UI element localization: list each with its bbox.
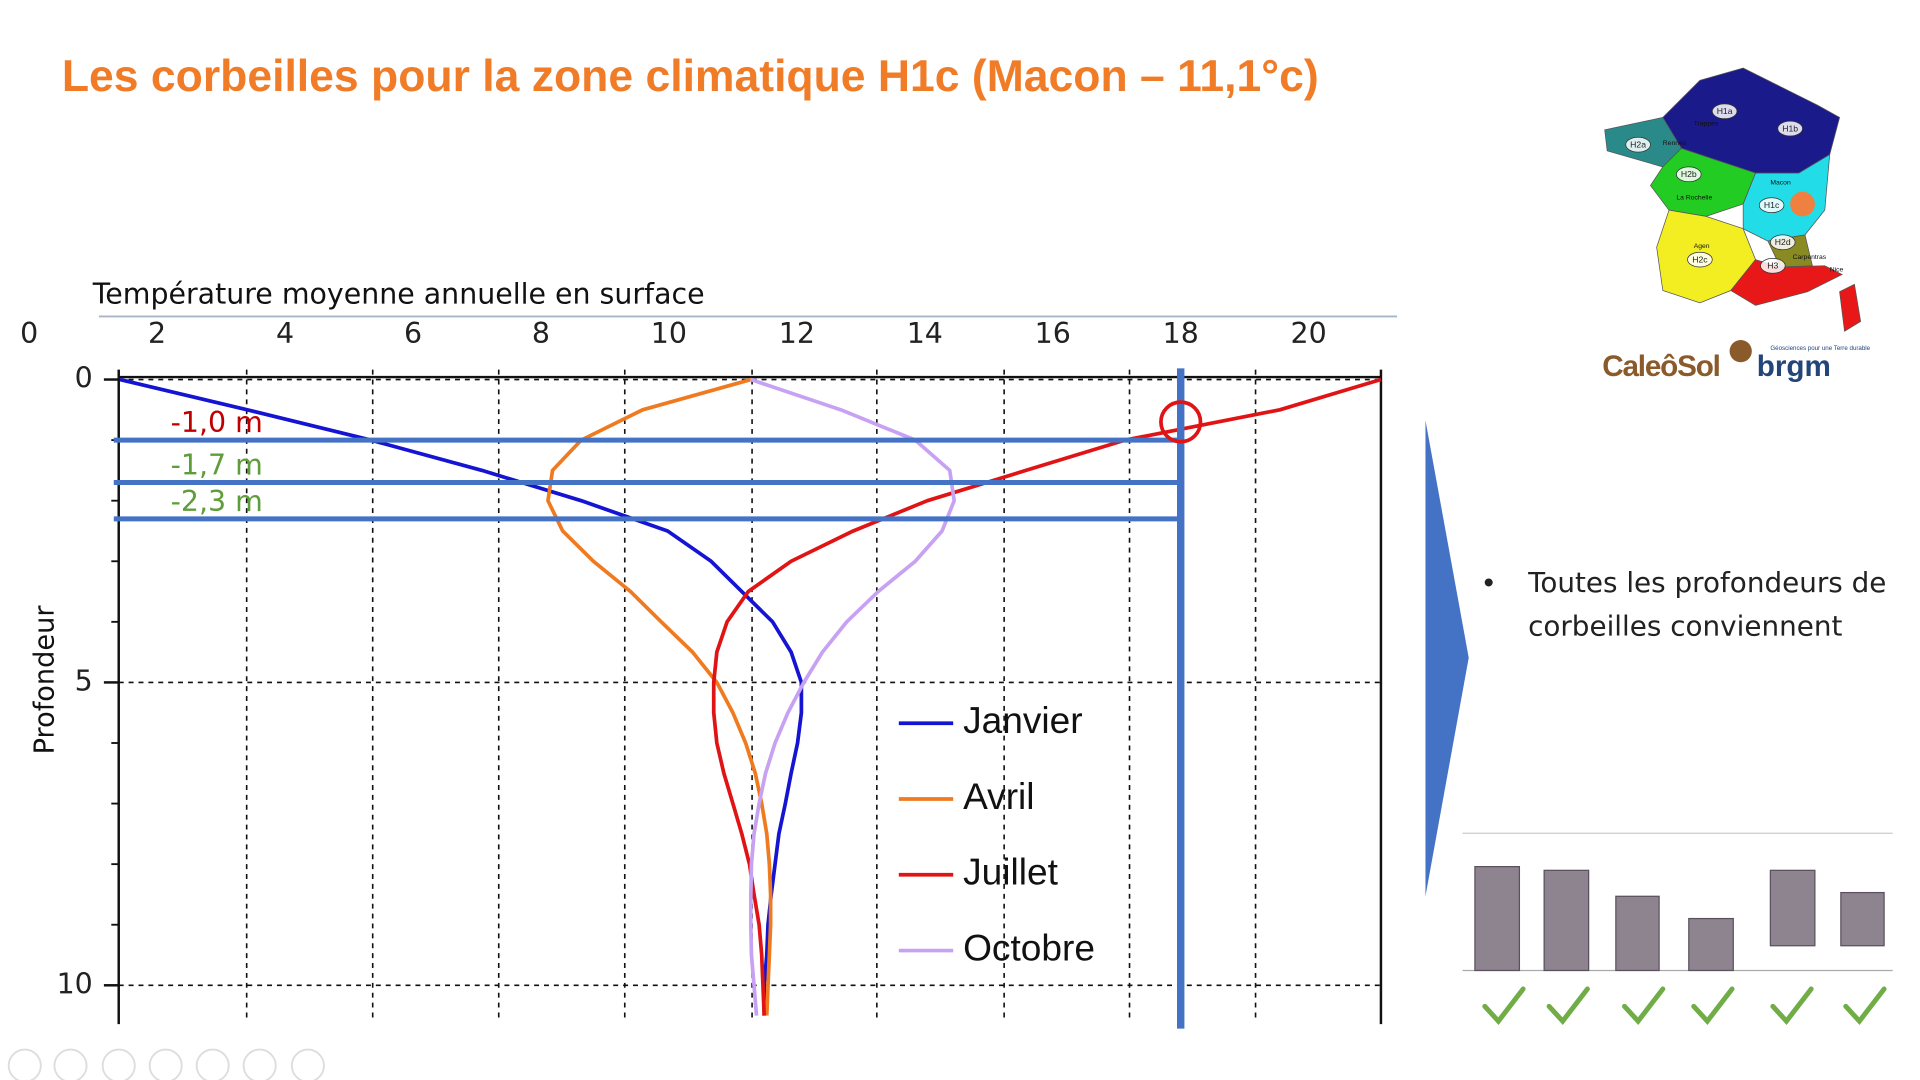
- icon-bar: [1688, 917, 1734, 972]
- zone-badge: [1770, 234, 1796, 251]
- logo-mark: [1729, 339, 1752, 363]
- x-tick-label: 0: [20, 317, 38, 350]
- icon-bar: [1840, 891, 1885, 947]
- zone-badge: [1758, 197, 1785, 214]
- x-tick-label: 20: [1291, 317, 1327, 350]
- toolbar-button[interactable]: [242, 1048, 277, 1080]
- checkmark: [1622, 986, 1666, 1025]
- x-tick-label: 18: [1163, 317, 1199, 350]
- series-line: [546, 377, 773, 1016]
- zone-label: H2c: [1692, 255, 1708, 265]
- legend-label: Avril: [963, 775, 1034, 817]
- legend-label: Octobre: [963, 926, 1095, 968]
- toolbar-button[interactable]: [290, 1048, 325, 1080]
- x-tick-label: 10: [651, 317, 687, 350]
- zone-label: H1a: [1717, 106, 1733, 116]
- bullet-dot: •: [1484, 567, 1494, 600]
- checkmark: [1482, 986, 1526, 1025]
- checkmark: [1691, 986, 1735, 1025]
- city-label: Nice: [1830, 266, 1844, 273]
- x-tick-label: 4: [276, 317, 294, 350]
- x-tick-label: 8: [532, 317, 550, 350]
- arrow: [1425, 420, 1469, 897]
- x-tick-label: 12: [779, 317, 815, 350]
- checkmark: [1546, 986, 1590, 1025]
- zone-badge: [1687, 251, 1713, 268]
- y-tick-label: 5: [75, 664, 93, 697]
- logo-tagline: Géosciences pour une Terre durable: [1770, 345, 1870, 352]
- city-label: Rennes: [1663, 140, 1687, 147]
- bullet-box: Toutes les profondeurs de corbeilles con…: [1528, 567, 1887, 643]
- zone-label: H3: [1767, 261, 1778, 271]
- checkmarks: [1482, 986, 1887, 1025]
- zone-label: H1b: [1782, 123, 1798, 133]
- legend-label: Janvier: [963, 699, 1083, 741]
- x-tick-label: 16: [1035, 317, 1071, 350]
- zone-badge: [1777, 120, 1803, 137]
- icon-bar: [1769, 869, 1816, 947]
- checkmark: [1843, 986, 1887, 1025]
- slide-title: Les corbeilles pour la zone climatique H…: [62, 52, 1319, 101]
- depth-label: -1,7 m: [171, 448, 263, 481]
- depth-label: -1,0 m: [171, 406, 263, 439]
- zone-label: H2a: [1630, 140, 1646, 150]
- x-tick-label: 6: [404, 317, 422, 350]
- zone-label: H2d: [1775, 237, 1791, 247]
- location-dot: [1790, 191, 1815, 217]
- y-tick-label: 10: [57, 967, 93, 1000]
- logo-left: CaleôSol: [1602, 350, 1721, 383]
- x-tick-label: 2: [148, 317, 166, 350]
- toolbar-button[interactable]: [195, 1048, 230, 1080]
- zone-badge: [1625, 136, 1651, 153]
- city-label: Agen: [1694, 243, 1710, 250]
- series-line: [711, 377, 1382, 1016]
- city-label: Macon: [1770, 180, 1791, 187]
- toolbar-button[interactable]: [7, 1048, 42, 1080]
- zone-label: H1c: [1764, 200, 1780, 210]
- city-label: Carpentras: [1793, 254, 1827, 261]
- legend-label: Juillet: [963, 851, 1058, 893]
- toolbar-button[interactable]: [148, 1048, 183, 1080]
- zone-shape: [1839, 283, 1862, 332]
- toolbar[interactable]: [7, 1048, 325, 1080]
- icon-bar: [1474, 866, 1521, 972]
- highlight-circle: [1159, 400, 1203, 444]
- icon-bar: [1543, 869, 1590, 972]
- series-line: [748, 377, 957, 1016]
- zone-badge: [1760, 258, 1786, 274]
- zone-shape: [1730, 259, 1843, 306]
- icon-bar: [1615, 895, 1660, 972]
- toolbar-button[interactable]: [53, 1048, 88, 1080]
- toolbar-button[interactable]: [101, 1048, 136, 1080]
- city-label: Trappes: [1694, 120, 1719, 127]
- checkmark: [1770, 986, 1814, 1025]
- zone-badge: [1711, 103, 1738, 120]
- zone-label: H2b: [1681, 169, 1697, 179]
- x-axis-title: Température moyenne annuelle en surface: [92, 277, 705, 310]
- y-tick-label: 0: [75, 362, 93, 395]
- bar-icon: [1462, 832, 1893, 972]
- logo-right: brgm: [1757, 350, 1831, 383]
- x-tick-label: 14: [907, 317, 943, 350]
- y-axis-title: Profondeur: [29, 605, 60, 755]
- bullet-text: Toutes les profondeurs de corbeilles con…: [1528, 567, 1887, 643]
- map: H1a H1b H2a H2b H1c H2c H2d H3 Trappes Rennes La R…: [1604, 67, 1862, 332]
- zone-badge: [1676, 166, 1702, 183]
- depth-label: -2,3 m: [171, 485, 263, 518]
- city-label: La Rochelle: [1676, 195, 1712, 202]
